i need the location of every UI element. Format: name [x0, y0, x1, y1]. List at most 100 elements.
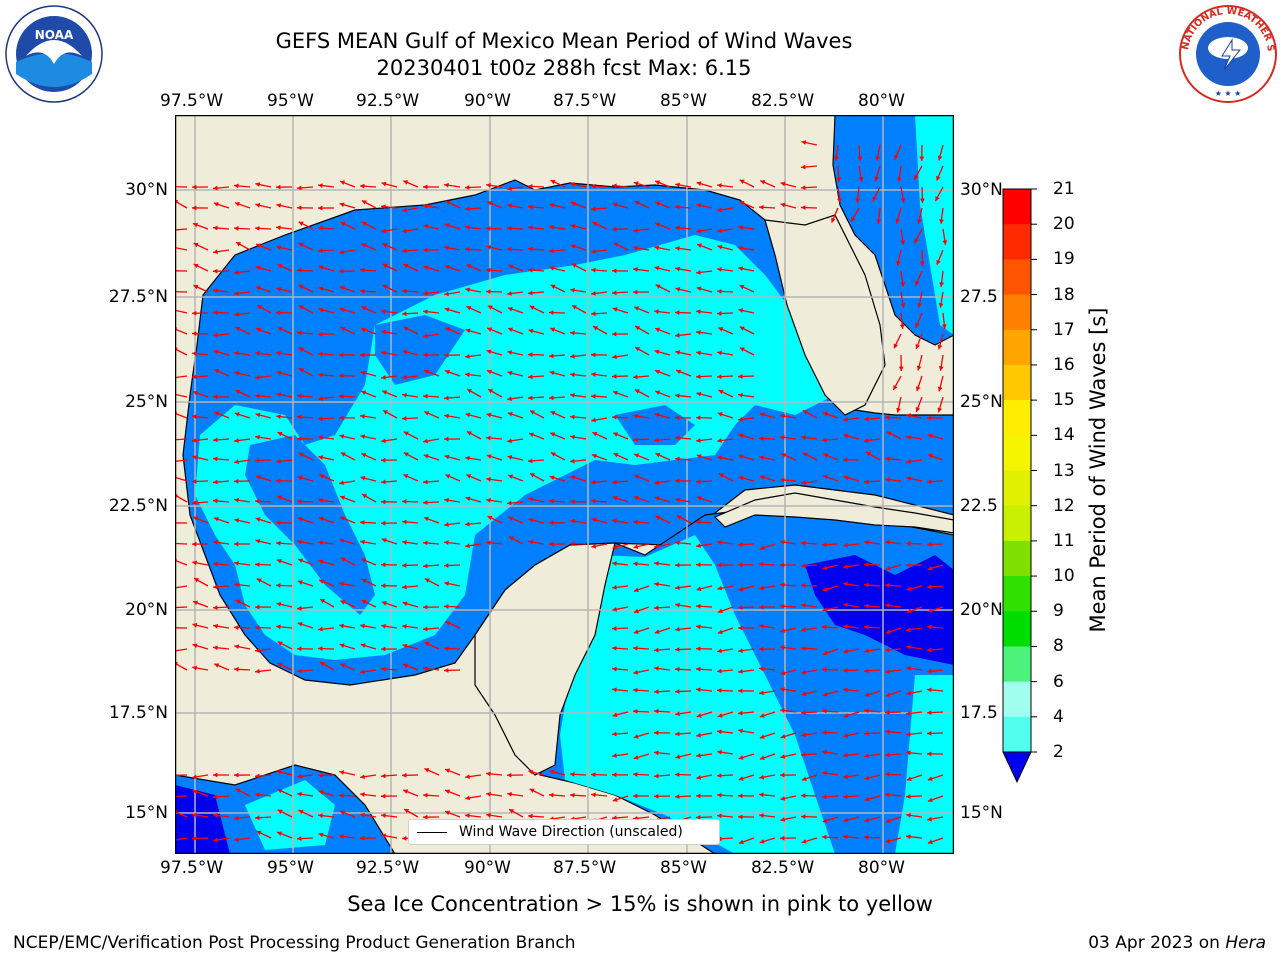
wave-arrow-head [234, 312, 239, 317]
wave-arrow-head [937, 344, 943, 350]
wave-arrow-head [864, 708, 869, 714]
wave-arrow-head [717, 350, 722, 356]
lat-label-right-15n: 15°N [960, 803, 1003, 823]
wave-arrow-head [696, 793, 701, 799]
wave-arrow-head [255, 604, 260, 610]
wave-arrow-head [655, 222, 661, 227]
wave-arrow-head [549, 248, 554, 254]
wave-arrow-head [851, 216, 856, 222]
wave-arrow-head [339, 770, 345, 775]
wave-arrow-head [235, 599, 241, 605]
wave-arrow-head [780, 670, 786, 676]
wave-arrow-head [465, 813, 470, 819]
wave-arrow-head [915, 407, 921, 412]
wave-arrow-head [234, 270, 239, 275]
lon-label-bottom-97-5w: 97.5°W [160, 858, 224, 878]
wave-arrow-head [612, 495, 618, 501]
wave-arrow-head [381, 375, 386, 380]
wave-arrow-head [213, 268, 218, 274]
wave-arrow-head [276, 245, 282, 250]
wave-arrow-head [507, 186, 512, 191]
wave-arrow-head [318, 416, 323, 422]
wave-arrow-head [634, 389, 640, 394]
wave-arrow-head [255, 815, 260, 821]
wave-arrow-head [507, 438, 512, 444]
wave-arrow-head [381, 562, 386, 568]
wave-arrow-head [654, 412, 660, 418]
wave-arrow-head [591, 311, 596, 317]
wave-arrow-head [361, 243, 367, 248]
wave-arrow-head [927, 668, 932, 674]
wave-arrow-head [655, 453, 661, 458]
cuba-island [713, 492, 954, 534]
wave-arrow-head [823, 453, 829, 458]
wave-arrow-head [550, 179, 556, 185]
wave-arrow-head [801, 140, 807, 145]
wave-arrow-head [297, 539, 302, 545]
wave-arrow-head [885, 752, 890, 758]
wave-arrow-head [403, 180, 409, 185]
colorbar-band [1003, 505, 1031, 542]
wave-arrow-head [654, 647, 659, 653]
wave-arrow-head [465, 206, 470, 212]
wave-arrow-head [360, 183, 365, 189]
wave-arrow-head [360, 413, 365, 419]
wave-arrow-head [255, 265, 261, 271]
wave-arrow-head [213, 540, 218, 545]
wave-arrow-head [276, 458, 281, 464]
wave-arrow-head [717, 648, 722, 654]
wave-arrow-head [613, 453, 619, 458]
wave-arrow-head [885, 582, 890, 588]
wave-arrow-head [738, 755, 744, 760]
wave-arrow-head [717, 228, 722, 234]
wave-arrow-head [298, 347, 304, 352]
wave-arrow-head [591, 453, 597, 459]
wave-arrow-head [675, 562, 680, 568]
wave-arrow-head [423, 352, 428, 358]
wave-arrow-head [675, 478, 680, 484]
wave-arrow-head [717, 207, 722, 213]
colorbar-extend-triangle [1002, 751, 1032, 784]
wave-arrow-head [298, 809, 304, 815]
wave-arrow-head [696, 286, 702, 292]
wave-arrow-head [507, 455, 513, 460]
wave-arrow-head [760, 180, 766, 185]
wave-arrow-head [528, 328, 534, 334]
wave-arrow-head [381, 438, 386, 444]
wave-arrow-head [675, 754, 681, 760]
wave-arrow-head [591, 792, 596, 798]
wave-arrow-head [339, 793, 344, 798]
legend-label: Wind Wave Direction (unscaled) [459, 824, 683, 840]
wave-arrow-head [896, 177, 902, 182]
wave-arrow-head [277, 495, 283, 500]
wave-arrow-head [297, 436, 302, 442]
wave-arrow-head [213, 249, 218, 255]
wave-arrow-head [550, 284, 556, 289]
wave-arrow-head [444, 264, 450, 270]
wave-arrow-head [318, 832, 324, 838]
wave-arrow-head [635, 347, 641, 352]
colorbar-tick-label: 8 [1053, 636, 1064, 657]
wave-arrow-head [780, 708, 785, 713]
lon-label-bottom-92-5w: 92.5°W [356, 858, 420, 878]
wave-arrow-head [864, 692, 870, 697]
wave-arrow-head [193, 263, 199, 269]
wave-arrow-head [822, 667, 827, 672]
wave-arrow-head [885, 629, 891, 635]
wave-arrow-head [927, 433, 933, 439]
wave-arrow-head [528, 290, 533, 296]
wave-arrow-head [739, 200, 745, 206]
wave-arrow-head [591, 291, 596, 296]
wave-arrow-head [381, 601, 387, 606]
wave-arrow-head [906, 750, 911, 756]
wave-arrow-head [717, 311, 722, 316]
wave-arrow-head [236, 242, 242, 247]
wave-arrow-head [822, 624, 827, 630]
wave-arrow-head [465, 372, 470, 378]
wave-arrow-head [360, 539, 365, 545]
wave-arrow-head [591, 417, 596, 423]
wave-arrow-head [277, 431, 283, 437]
wave-arrow-head [612, 374, 617, 379]
wave-arrow-head [915, 280, 920, 286]
wave-arrow-head [507, 291, 512, 296]
